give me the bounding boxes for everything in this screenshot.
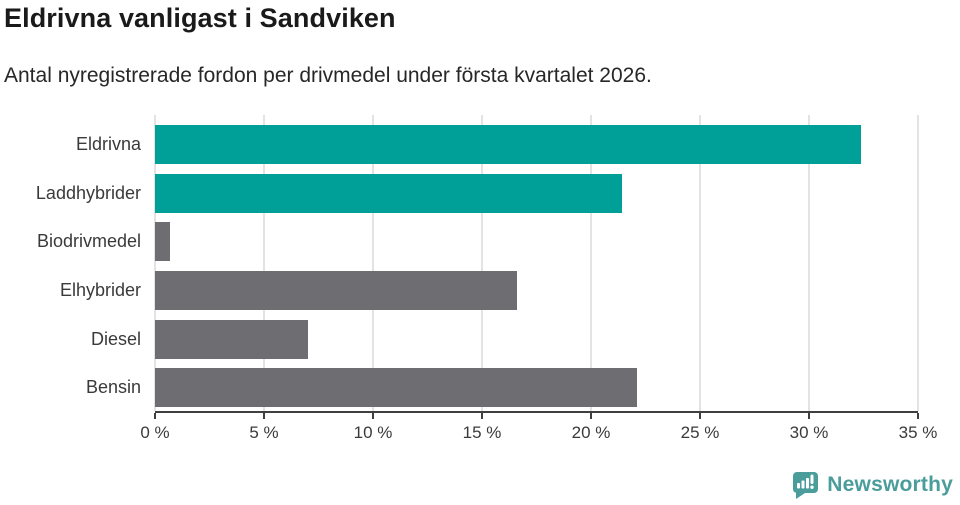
bar-diesel	[155, 319, 308, 359]
gridline	[481, 115, 483, 411]
axis-tick	[699, 413, 701, 419]
axis-tick-label: 20 %	[571, 423, 611, 442]
chart-subtitle: Antal nyregistrerade fordon per drivmede…	[4, 64, 652, 87]
gridline	[589, 115, 592, 411]
axis-tick-label: 10 %	[353, 423, 393, 442]
brand-footer: Newsworthy	[791, 471, 953, 499]
category-label-biodrivmedel: Biodrivmedel	[36, 231, 141, 252]
category-label-diesel: Diesel	[90, 328, 141, 349]
bar-biodrivmedel	[155, 222, 171, 262]
axis-tick-label: 25 %	[680, 423, 720, 442]
category-label-eldrivna: Eldrivna	[75, 134, 141, 154]
gridline	[371, 115, 374, 411]
axis-tick	[262, 413, 265, 419]
chart-title: Eldrivna vanligast i Sandviken	[4, 3, 396, 33]
axis-tick-label: 15 %	[462, 423, 502, 442]
axis-tick	[154, 413, 156, 419]
bar-elhybrider	[155, 270, 517, 310]
axis-tick	[917, 413, 919, 419]
bar-eldrivna	[155, 125, 862, 164]
gridline	[262, 115, 265, 411]
category-label-elhybrider: Elhybrider	[59, 279, 141, 300]
bar-bensin	[155, 368, 637, 408]
axis-tick-label: 0 %	[140, 423, 170, 442]
gridline	[917, 115, 919, 411]
gridline	[154, 115, 156, 411]
gridline	[699, 115, 701, 411]
axis-tick-label: 5 %	[249, 423, 279, 442]
gridline	[808, 115, 810, 411]
plot-area: 0 % 5 % 10 % 15 % 20 % 25 % 30 % 35 % Eldrivna La…	[36, 115, 937, 442]
axis-tick	[371, 413, 374, 419]
category-label-laddhybrider: Laddhybrider	[35, 182, 141, 203]
axis-tick	[481, 413, 483, 419]
newsworthy-logo-icon	[793, 472, 819, 499]
axis-tick	[589, 413, 592, 419]
bar-laddhybrider	[155, 173, 622, 213]
axis-tick	[808, 413, 810, 419]
axis-tick-label: 35 %	[898, 423, 938, 442]
axis-tick-label: 30 %	[789, 423, 829, 442]
brand-name: Newsworthy	[827, 473, 953, 496]
category-label-bensin: Bensin	[85, 377, 141, 398]
